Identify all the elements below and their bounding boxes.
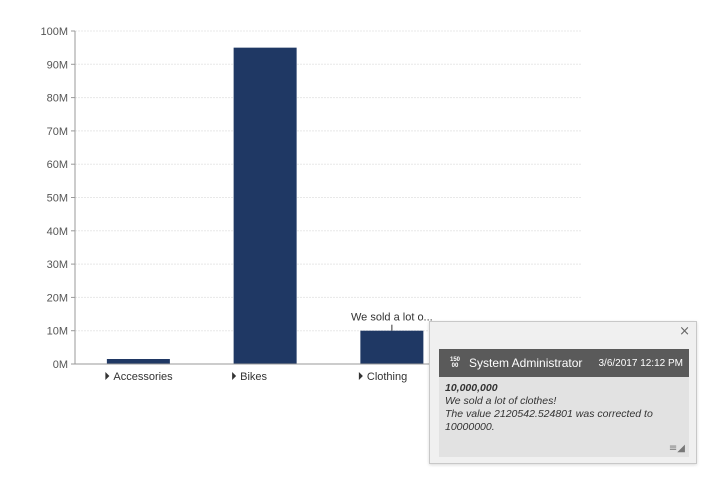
comment-date: 3/6/2017 12:12 PM [598,357,683,369]
bar [360,330,424,364]
comment-line-2: The value 2120542.524801 was corrected t… [445,408,653,433]
y-axis: 0M 10M 20M 30M 40M 50M 60M 70M 80M 90M 100M [40,26,76,371]
annotation-popup: × 150 00 System Administrator 3/6/2017 1… [429,321,697,464]
menu-icon[interactable]: ≡◢ [668,443,685,454]
close-icon[interactable]: × [679,324,690,339]
y-tick-label: 20M [47,292,68,304]
y-tick-label: 40M [47,226,68,238]
comment-body: 10,000,000 We sold a lot of clothes! The… [439,377,689,434]
x-axis: Accessories Bikes Clothing [75,363,582,383]
comment-author: System Administrator [469,356,583,370]
expand-triangle-icon[interactable] [232,372,237,380]
comment-value: 10,000,000 [445,382,498,394]
avatar-bottom: 00 [451,363,459,369]
annotation-label: We sold a lot o... [351,312,433,324]
y-tick-label: 0M [53,359,68,371]
y-tick-label: 10M [47,326,68,338]
avatar: 150 00 [448,356,462,370]
comment-header: 150 00 System Administrator 3/6/2017 12:… [439,349,689,377]
y-tick-label: 50M [47,193,68,205]
bar [233,47,297,365]
category-label: Accessories [113,371,173,383]
expand-triangle-icon[interactable] [358,372,363,380]
avatar-top: 150 [449,357,460,363]
chart-annotation: We sold a lot o... [351,312,433,331]
y-tick-label: 60M [47,159,68,171]
comment-card: 150 00 System Administrator 3/6/2017 12:… [439,349,689,457]
comment-line-1: We sold a lot of clothes! [445,395,557,407]
grid-lines [75,30,582,332]
y-tick-label: 90M [47,59,68,71]
y-tick-label: 70M [47,126,68,138]
y-tick-label: 30M [47,259,68,271]
bars [106,47,424,365]
expand-triangle-icon[interactable] [105,372,110,380]
y-tick-label: 100M [40,26,68,38]
category-label: Clothing [367,371,407,383]
y-tick-label: 80M [47,93,68,105]
category-label: Bikes [240,371,267,383]
bar [106,359,170,364]
